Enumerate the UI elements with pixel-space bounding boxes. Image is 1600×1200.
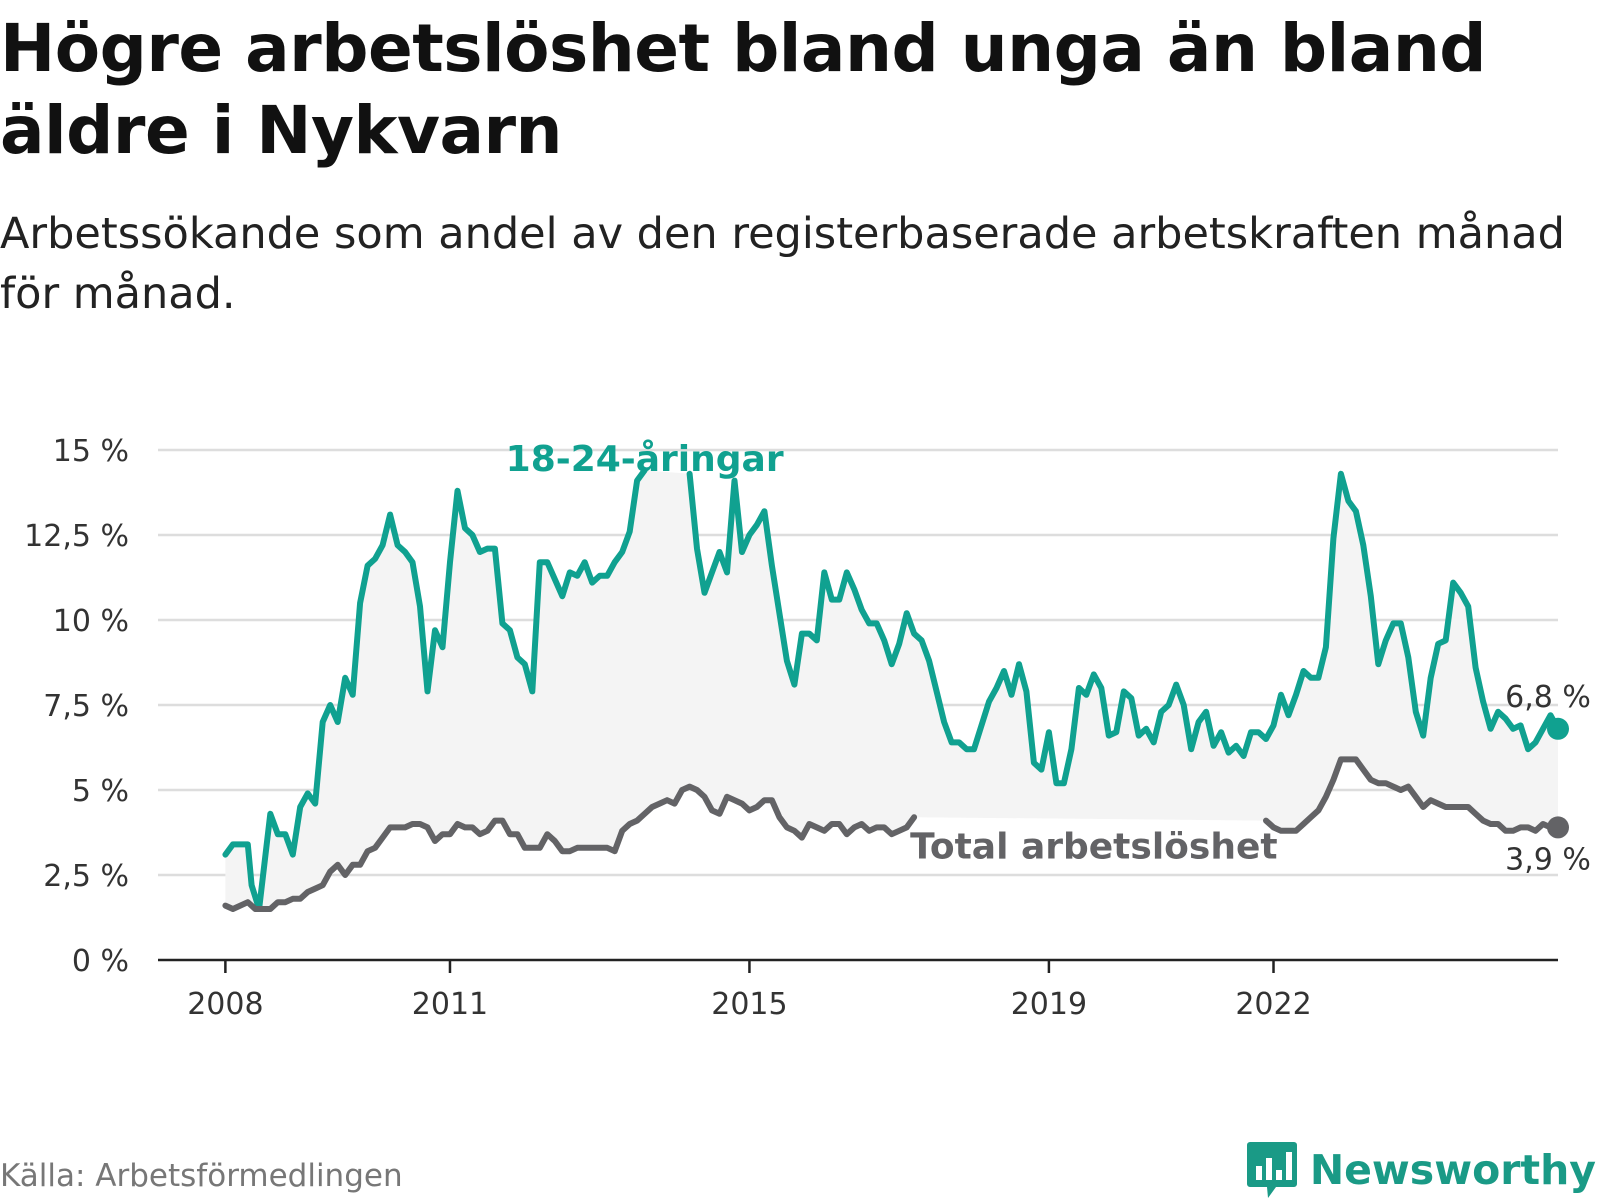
end-label-young: 6,8 % [1505,680,1591,715]
x-tick-label: 2022 [1235,987,1311,1022]
series-labels: 18-24-åringar Total arbetslöshet 6,8 % 3,9 … [506,439,1591,878]
x-tick-label: 2015 [711,987,787,1022]
line-chart: 0 %2,5 %5 %7,5 %10 %12,5 %15 % 2008 2011 2… [24,434,1591,1022]
difference-band [225,470,1558,909]
bar-chart-speech-bubble-icon [1246,1142,1297,1198]
x-tick-label: 2008 [187,987,263,1022]
series-lines [222,467,1569,912]
y-tick-label: 10 % [53,604,129,639]
chart-title: Högre arbetslöshet bland unga än bland ä… [0,10,1487,169]
series-line-total-0 [222,783,918,912]
series-end-marker-young [1547,717,1569,740]
x-tick-label: 2019 [1011,987,1087,1022]
series-line-young-0 [222,467,648,912]
end-label-total: 3,9 % [1505,842,1591,877]
chart-subtitle: Arbetssökande som andel av den registerb… [0,209,1565,319]
x-tick-label: 2011 [412,987,488,1022]
newsworthy-logo: Newsworthy [1246,1140,1596,1200]
series-line-total-1 [1263,756,1561,834]
y-axis: 0 % 2,5 % 5 % 7,5 % 10 % 12,5 % 15 % [24,434,129,979]
y-tick-label: 12,5 % [24,519,129,554]
series-label-young: 18-24-åringar [506,439,784,480]
y-tick-label: 7,5 % [43,689,129,724]
y-tick-label: 5 % [72,774,129,809]
y-tick-label: 15 % [53,434,129,469]
y-tick-label: 2,5 % [43,859,129,894]
series-end-marker-total [1547,816,1569,839]
y-tick-label: 0 % [72,944,129,979]
x-axis: 2008 2011 2015 2019 2022 [187,960,1312,1022]
series-label-total: Total arbetslöshet [910,826,1278,867]
source-note: Källa: Arbetsförmedlingen [0,1158,403,1194]
series-line-young-1 [686,470,1561,787]
brand-name: Newsworthy [1309,1146,1596,1194]
